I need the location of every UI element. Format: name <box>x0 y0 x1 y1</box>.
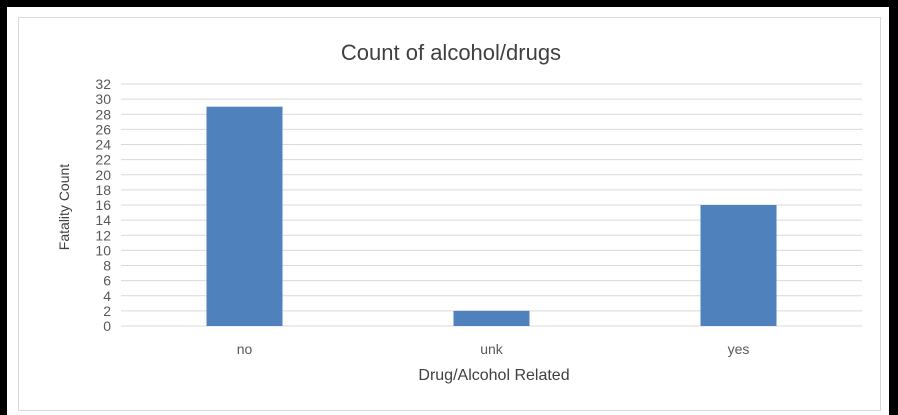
y-tick-label: 26 <box>95 121 111 137</box>
y-tick-label: 20 <box>95 167 111 183</box>
x-tick-labels: no unk yes <box>237 341 750 357</box>
bar-yes <box>700 205 777 326</box>
x-tick-label-yes: yes <box>728 341 750 357</box>
y-tick-label: 0 <box>103 318 111 334</box>
y-axis-label: Fatality Count <box>56 164 72 250</box>
y-tick-label: 4 <box>103 288 111 304</box>
y-tick-label: 18 <box>95 182 111 198</box>
y-tick-label: 30 <box>95 91 111 107</box>
x-axis-label: Drug/Alcohol Related <box>418 367 569 384</box>
y-tick-label: 32 <box>95 76 111 92</box>
x-tick-label-no: no <box>237 341 253 357</box>
y-tick-label: 8 <box>103 258 111 274</box>
x-tick-label-unk: unk <box>480 341 504 357</box>
y-tick-label: 6 <box>103 273 111 289</box>
y-tick-label: 2 <box>103 303 111 319</box>
y-tick-label: 16 <box>95 197 111 213</box>
bar-no <box>206 106 283 326</box>
y-tick-label: 22 <box>95 152 111 168</box>
y-tick-label: 24 <box>95 137 111 153</box>
y-tick-label: 10 <box>95 242 111 258</box>
y-tick-label: 28 <box>95 106 111 122</box>
bar-unk <box>453 310 530 326</box>
bar-chart: Count of alcohol/drugs Fatality Count Dr… <box>56 40 862 384</box>
chart-area: Count of alcohol/drugs Fatality Count Dr… <box>18 17 881 411</box>
chart-title: Count of alcohol/drugs <box>341 40 561 65</box>
bars <box>206 106 777 326</box>
y-tick-label: 14 <box>95 212 111 228</box>
y-tick-label: 12 <box>95 227 111 243</box>
